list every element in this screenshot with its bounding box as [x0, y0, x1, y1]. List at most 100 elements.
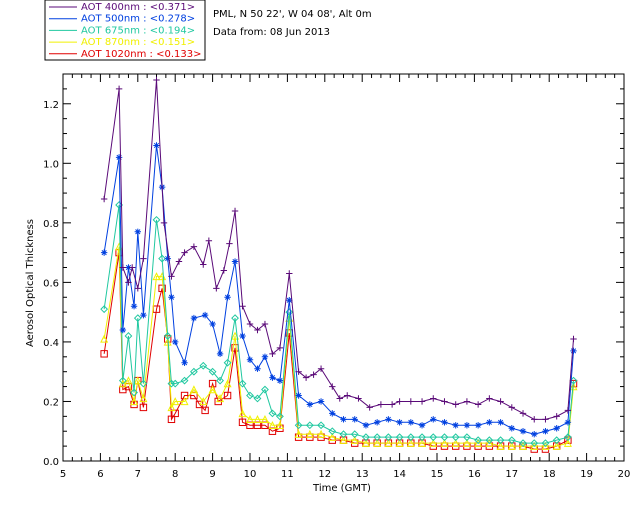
data-point — [213, 285, 220, 292]
data-point — [285, 308, 294, 317]
series-0 — [100, 76, 577, 423]
data-point — [175, 258, 183, 265]
data-point — [306, 401, 314, 408]
data-point — [418, 422, 426, 429]
data-point — [261, 385, 269, 394]
legend: AOT 400nm : <0.371>AOT 500nm : <0.278>AO… — [44, 0, 206, 61]
data-point — [152, 215, 161, 224]
data-point — [541, 439, 550, 448]
data-point — [519, 441, 528, 450]
x-tick-label: 12 — [318, 469, 331, 480]
data-point — [474, 422, 482, 429]
data-point — [180, 376, 189, 385]
x-tick-label: 17 — [505, 469, 518, 480]
data-point — [396, 398, 403, 405]
date-info: Data from: 08 Jun 2013 — [213, 27, 330, 38]
data-point — [130, 388, 138, 397]
data-point — [152, 272, 161, 281]
data-point — [486, 419, 493, 426]
data-point — [377, 401, 385, 408]
data-point — [223, 379, 232, 388]
data-point — [153, 76, 160, 84]
data-point — [133, 376, 142, 385]
data-point — [253, 394, 262, 403]
data-point — [239, 332, 246, 340]
data-point — [163, 332, 172, 340]
data-point — [569, 382, 578, 391]
data-point — [429, 433, 438, 442]
y-tick-label: 0.6 — [43, 278, 59, 289]
data-point — [507, 441, 516, 450]
data-point — [231, 314, 239, 323]
data-point — [254, 365, 261, 372]
data-point — [310, 371, 317, 378]
data-point — [134, 285, 141, 292]
data-point — [209, 320, 216, 328]
data-point — [418, 433, 426, 442]
data-point — [254, 326, 261, 334]
data-point — [190, 243, 198, 250]
data-point — [351, 416, 358, 423]
data-point — [216, 394, 225, 403]
y-tick-label: 0.2 — [43, 397, 59, 408]
data-point — [384, 438, 393, 447]
series-line — [103, 204, 575, 444]
x-tick-label: 16 — [468, 469, 481, 480]
data-point — [153, 142, 160, 149]
data-point — [474, 438, 483, 447]
y-axis-label: Aerosol Optical Thickness — [25, 219, 36, 347]
x-tick-label: 7 — [135, 469, 141, 480]
data-point — [553, 425, 560, 432]
data-point — [474, 436, 483, 445]
x-tick-label: 5 — [60, 469, 66, 480]
data-point — [361, 438, 370, 447]
data-point — [119, 326, 127, 334]
data-point — [158, 284, 166, 293]
data-point — [329, 383, 336, 390]
data-point — [201, 406, 209, 415]
data-point — [564, 407, 572, 414]
y-tick-label: 0.4 — [43, 338, 59, 349]
data-point — [329, 410, 336, 417]
data-point — [189, 367, 198, 376]
data-point — [294, 421, 303, 430]
data-point — [418, 438, 427, 447]
data-point — [118, 379, 127, 388]
legend-entry: AOT 1020nm : <0.133> — [81, 49, 201, 60]
axes: 5 6 7 8 9 10 11 12 13 14 15 16 17 18 19 20 0.0 0.2 0.4 0.6 0… — [43, 73, 630, 480]
data-point — [139, 394, 148, 403]
data-point — [328, 427, 337, 436]
data-point — [226, 240, 233, 247]
data-point — [328, 432, 337, 441]
data-point — [305, 429, 314, 438]
data-point — [305, 421, 314, 430]
legend-entry: AOT 675nm : <0.194> — [81, 25, 195, 36]
data-point — [201, 311, 209, 319]
data-point — [519, 439, 527, 448]
legend-entry: AOT 500nm : <0.278> — [81, 14, 195, 25]
data-point — [238, 418, 247, 427]
data-point — [519, 410, 527, 417]
data-point — [130, 397, 139, 406]
data-point — [317, 429, 326, 438]
data-point — [200, 261, 207, 268]
data-point — [216, 376, 224, 385]
data-point — [261, 320, 269, 328]
data-point — [440, 438, 449, 447]
data-point — [373, 438, 382, 447]
data-point — [497, 398, 504, 405]
x-tick-label: 9 — [209, 469, 215, 480]
data-point — [119, 264, 127, 271]
data-point — [246, 356, 254, 363]
data-point — [373, 433, 382, 442]
data-point — [269, 374, 276, 381]
data-point — [134, 228, 141, 235]
series-line — [103, 246, 575, 447]
data-point — [452, 401, 459, 408]
data-point — [100, 334, 109, 343]
data-point — [216, 350, 224, 358]
data-point — [167, 403, 176, 412]
x-tick-label: 10 — [244, 469, 257, 480]
data-point — [542, 428, 549, 435]
